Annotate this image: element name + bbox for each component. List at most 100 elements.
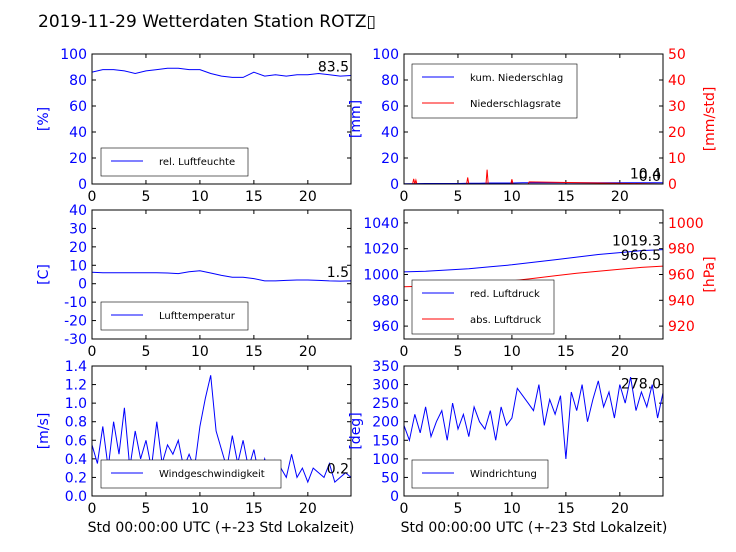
- panel-4: 0 5 10 15 20 960 980 1000 1020 1040 920 940 960 980 10…: [363, 209, 718, 360]
- last-value-label: 1019.3: [612, 234, 661, 250]
- x-tick-label: 10: [503, 501, 521, 517]
- y-tick-label: 980: [372, 293, 399, 309]
- y2-tick-label: 940: [668, 293, 695, 309]
- legend-label: rel. Luftfeuchte: [159, 157, 235, 168]
- legend-frame: [411, 279, 555, 335]
- y-tick-label: 80: [69, 73, 87, 89]
- y-tick-label: -30: [64, 332, 87, 348]
- last-value-label-2: 966.5: [621, 248, 661, 264]
- y-tick-label: 60: [69, 99, 87, 115]
- legend-frame: [100, 459, 282, 489]
- y-tick-label: 100: [372, 452, 399, 468]
- y-tick-label: 40: [69, 125, 87, 141]
- x-axis-label-left: Std 00:00:00 UTC (+-23 Std Lokalzeit): [88, 520, 355, 536]
- plot-frame: [403, 53, 664, 185]
- y-tick-label: 0.6: [65, 433, 87, 449]
- series-line-1: [404, 376, 663, 459]
- x-tick-label: 0: [88, 344, 97, 360]
- x-tick-label: 20: [611, 189, 629, 205]
- panel-6: 0 5 10 15 20050100150200250300350[deg]Windri…: [348, 359, 664, 517]
- y2-tick-label: 980: [668, 242, 695, 258]
- y-tick-label: 30: [69, 221, 87, 237]
- legend-frame: [411, 459, 549, 489]
- y-tick-label: 250: [372, 396, 399, 412]
- y-tick-label: 100: [372, 47, 399, 63]
- y-tick-label: 20: [381, 151, 399, 167]
- y-tick-label: 1.4: [65, 359, 87, 375]
- y-tick-label: 40: [381, 125, 399, 141]
- y2-tick-label: 10: [668, 151, 686, 167]
- legend-label: kum. Niederschlag: [470, 73, 563, 84]
- y2-axis-label: [hPa]: [702, 256, 718, 292]
- y-tick-label: 350: [372, 359, 399, 375]
- y-tick-label: 200: [372, 415, 399, 431]
- y-tick-label: 960: [372, 319, 399, 335]
- y2-tick-label: 50: [668, 47, 686, 63]
- series-line-1: [92, 67, 351, 78]
- legend: Lufttemperatur: [100, 301, 249, 331]
- x-tick-label: 10: [503, 189, 521, 205]
- legend: red. Luftdruck abs. Luftdruck: [411, 279, 555, 335]
- x-tick-label: 10: [191, 189, 209, 205]
- y2-tick-label: 0: [668, 177, 677, 193]
- y-tick-label: 20: [69, 151, 87, 167]
- y-tick-label: -20: [64, 314, 87, 330]
- legend-label: Lufttemperatur: [159, 311, 236, 322]
- legend-label: Niederschlagsrate: [470, 99, 561, 110]
- y-tick-label: 0.2: [65, 470, 87, 486]
- x-tick-label: 10: [503, 344, 521, 360]
- x-tick-label: 5: [141, 501, 150, 517]
- x-tick-label: 0: [88, 501, 97, 517]
- last-value-label: 83.5: [318, 59, 349, 75]
- y-tick-label: 0: [78, 177, 87, 193]
- x-tick-label: 15: [557, 189, 575, 205]
- y-tick-label: 0.4: [65, 452, 87, 468]
- y-tick-label: 1040: [363, 216, 399, 232]
- legend: rel. Luftfeuchte: [100, 147, 249, 177]
- x-tick-label: 20: [299, 344, 317, 360]
- last-value-label: 0.2: [327, 461, 349, 477]
- y2-tick-label: 20: [668, 125, 686, 141]
- panel-5: 0 5 10 15 20 0.0 0.2 0.4 0.6 0.8 1.0 1.2 1.4 [m/s] Win…: [36, 359, 352, 517]
- legend: kum. Niederschlag Niederschlagsrate: [411, 63, 578, 119]
- legend-label: red. Luftdruck: [470, 289, 540, 300]
- x-tick-label: 5: [141, 189, 150, 205]
- last-value-label-2: 0.0: [639, 169, 661, 185]
- y-axis-label: [m/s]: [36, 413, 52, 450]
- x-tick-label: 0: [400, 189, 409, 205]
- x-tick-label: 15: [557, 501, 575, 517]
- legend: Windrichtung: [411, 459, 549, 489]
- y2-tick-label: 920: [668, 319, 695, 335]
- y2-axis-label: [mm/std]: [702, 87, 718, 152]
- y-axis-label: [mm]: [348, 100, 364, 138]
- y-tick-label: 20: [69, 240, 87, 256]
- legend-label: Windrichtung: [470, 469, 537, 480]
- y-tick-label: 0.0: [65, 489, 87, 505]
- y-tick-label: 0.8: [65, 415, 87, 431]
- y-tick-label: 0: [390, 177, 399, 193]
- x-tick-label: 0: [400, 501, 409, 517]
- x-tick-label: 15: [557, 344, 575, 360]
- plot-frame: [91, 53, 352, 185]
- plot-frame: [403, 209, 664, 340]
- x-tick-label: 10: [191, 344, 209, 360]
- x-tick-label: 5: [453, 344, 462, 360]
- x-tick-label: 15: [245, 189, 263, 205]
- series-line-2: [404, 169, 663, 184]
- y-tick-label: 300: [372, 378, 399, 394]
- y-tick-label: 40: [69, 203, 87, 219]
- y-axis-label: [%]: [36, 107, 52, 131]
- x-tick-label: 15: [245, 344, 263, 360]
- x-tick-label: 15: [245, 501, 263, 517]
- x-tick-label: 5: [453, 189, 462, 205]
- y2-tick-label: 1000: [668, 216, 704, 232]
- last-value-label: 278.0: [621, 377, 661, 393]
- y2-tick-label: 40: [668, 73, 686, 89]
- last-value-label: 10.4: [630, 167, 661, 183]
- legend-frame: [100, 147, 249, 177]
- series-line-1: [92, 375, 351, 484]
- y-tick-label: 1000: [363, 268, 399, 284]
- y-tick-label: 0: [78, 277, 87, 293]
- last-value-label: 1.5: [327, 265, 349, 281]
- y-tick-label: 10: [69, 258, 87, 274]
